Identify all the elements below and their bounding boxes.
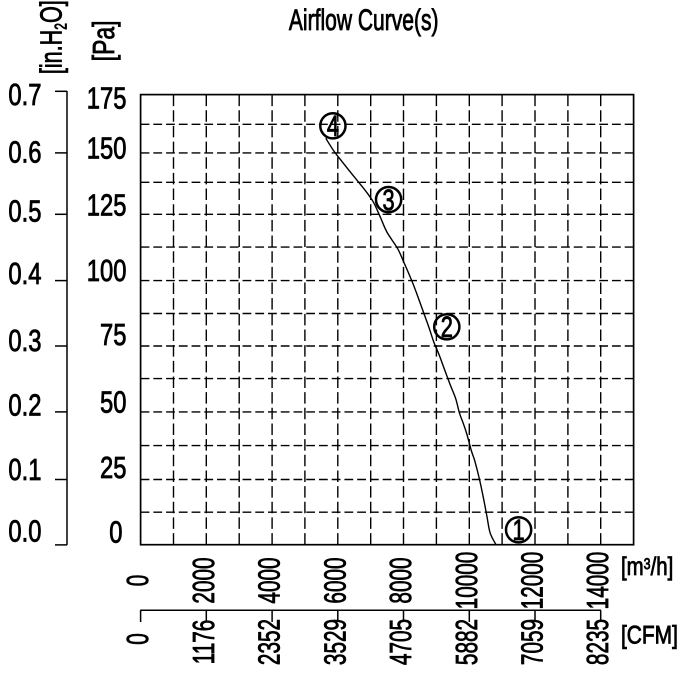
svg-text:6000: 6000 bbox=[318, 557, 352, 603]
svg-text:14000: 14000 bbox=[581, 552, 615, 610]
svg-text:0.1: 0.1 bbox=[8, 453, 41, 487]
svg-text:[in.H2O]: [in.H2O] bbox=[35, 0, 71, 74]
svg-text:150: 150 bbox=[87, 132, 127, 166]
svg-text:[CFM]: [CFM] bbox=[621, 621, 678, 649]
svg-text:4000: 4000 bbox=[253, 557, 287, 603]
svg-text:175: 175 bbox=[87, 81, 127, 115]
svg-text:4705: 4705 bbox=[384, 619, 418, 665]
svg-text:0.4: 0.4 bbox=[8, 257, 41, 291]
svg-text:0.5: 0.5 bbox=[8, 195, 41, 229]
svg-text:3529: 3529 bbox=[318, 619, 352, 665]
svg-text:5882: 5882 bbox=[450, 619, 484, 665]
svg-text:0.3: 0.3 bbox=[8, 324, 41, 358]
svg-text:0: 0 bbox=[109, 515, 122, 549]
svg-text:0.7: 0.7 bbox=[8, 78, 41, 112]
svg-text:Airflow Curve(s): Airflow Curve(s) bbox=[289, 4, 439, 37]
svg-text:2000: 2000 bbox=[187, 557, 221, 603]
svg-text:1: 1 bbox=[513, 514, 525, 547]
svg-text:8000: 8000 bbox=[384, 557, 418, 603]
svg-text:3: 3 bbox=[383, 184, 395, 217]
svg-text:25: 25 bbox=[100, 451, 126, 485]
svg-text:0.2: 0.2 bbox=[8, 389, 41, 423]
svg-text:10000: 10000 bbox=[450, 552, 484, 610]
svg-text:7059: 7059 bbox=[516, 619, 550, 665]
svg-text:0.0: 0.0 bbox=[8, 515, 41, 549]
svg-text:0.6: 0.6 bbox=[8, 136, 41, 170]
svg-text:12000: 12000 bbox=[516, 552, 550, 610]
svg-text:1176: 1176 bbox=[187, 620, 221, 665]
svg-text:75: 75 bbox=[100, 318, 126, 352]
svg-text:0: 0 bbox=[121, 633, 155, 645]
svg-text:2352: 2352 bbox=[253, 619, 287, 665]
svg-text:[Pa]: [Pa] bbox=[87, 21, 121, 62]
svg-text:4: 4 bbox=[327, 110, 339, 143]
svg-text:125: 125 bbox=[87, 188, 127, 222]
svg-text:2: 2 bbox=[441, 311, 453, 344]
svg-text:50: 50 bbox=[100, 386, 126, 420]
svg-text:0: 0 bbox=[121, 575, 155, 587]
svg-text:8235: 8235 bbox=[581, 619, 615, 665]
svg-text:100: 100 bbox=[87, 254, 127, 288]
